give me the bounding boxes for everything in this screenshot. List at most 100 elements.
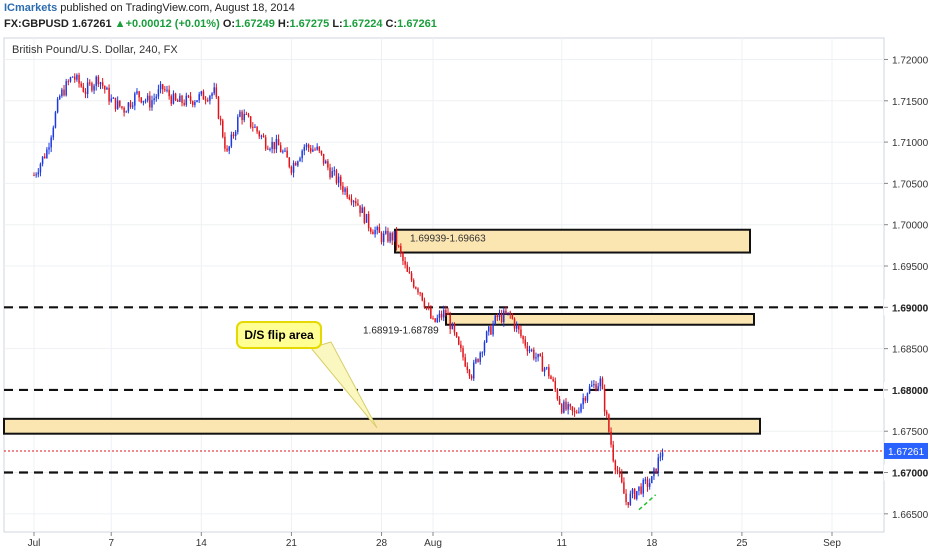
candle-body [522, 336, 524, 340]
plot-frame [3, 37, 885, 533]
candle-body [226, 148, 228, 151]
candle-body [230, 134, 233, 147]
candle-body [196, 100, 198, 103]
candle-body [425, 307, 428, 309]
supply-demand-zones: 1.69939-1.69663 1.68919-1.68789 [3, 228, 761, 435]
candle-body [438, 313, 441, 318]
candle-body [80, 83, 82, 87]
candle-body [590, 385, 593, 387]
y-tick-label: 1.68500 [892, 345, 929, 356]
candle-body [172, 93, 175, 104]
candle-body [410, 273, 413, 281]
candle-body [181, 95, 183, 104]
candle-body [254, 126, 256, 128]
candle-body [241, 111, 243, 120]
candle-body [593, 384, 595, 386]
y-tick-label: 1.70500 [892, 179, 929, 190]
candle-body [312, 149, 314, 152]
candle-body [621, 472, 623, 483]
time-axis[interactable]: Jul 7 14 21 28 Aug 11 18 25 Sep [28, 532, 842, 549]
candle-body [273, 141, 276, 150]
candle-body [198, 94, 200, 101]
candle-body [166, 89, 168, 91]
high-value: 1.67275 [289, 18, 330, 30]
candle-body [455, 332, 458, 337]
candle-body [603, 389, 606, 412]
candle-body [400, 246, 402, 253]
candle-body [41, 156, 44, 164]
candle-body [307, 144, 310, 149]
candle-body [211, 93, 213, 96]
candle-body [442, 310, 445, 318]
candle-body [651, 476, 653, 484]
candle-body [352, 201, 355, 203]
y-tick-label: 1.71000 [892, 138, 929, 149]
candle-body [601, 378, 604, 390]
quote-line: FX:GBPUSD 1.67261 ▲+0.00012 (+0.01%) O:1… [4, 18, 437, 30]
candle-body [511, 314, 514, 319]
candle-body [224, 136, 226, 149]
candle-body [653, 468, 655, 477]
candle-body [355, 201, 357, 204]
candle-body [588, 386, 591, 394]
candle-body [138, 91, 140, 98]
candle-body [563, 401, 565, 413]
candle-body [483, 342, 486, 353]
last-price-tag [884, 442, 928, 459]
y-tick-label: 1.67000 [892, 469, 929, 480]
high-label: H: [277, 18, 290, 30]
candle-body [97, 76, 100, 85]
candle-body [110, 98, 112, 102]
candle-body [616, 469, 619, 472]
candle-body [376, 227, 378, 231]
candle-body [219, 118, 222, 121]
candle-body [140, 97, 143, 103]
candle-body [582, 397, 584, 405]
candle-body [194, 102, 196, 105]
candle-body [644, 479, 647, 481]
candle-body [275, 138, 278, 150]
publisher-name[interactable]: ICmarkets [4, 2, 58, 14]
candle-body [370, 228, 372, 232]
candle-body [174, 93, 177, 101]
candle-body [155, 96, 158, 99]
candle-body [54, 112, 57, 128]
candle-body [346, 188, 348, 198]
candle-body [134, 93, 136, 106]
candle-body [565, 401, 567, 410]
candle-body [344, 188, 346, 192]
candle-body [67, 81, 70, 83]
candle-body [301, 150, 303, 159]
candle-body [492, 323, 494, 335]
candle-body [575, 412, 578, 414]
candle-body [548, 367, 550, 377]
candle-body [614, 460, 617, 470]
candle-body [659, 456, 662, 458]
candle-body [327, 161, 329, 168]
candle-body [537, 353, 539, 358]
candle-body [258, 131, 260, 137]
candle-body [470, 375, 473, 379]
candle-body [200, 91, 203, 95]
candle-body [488, 326, 490, 332]
candle-body [481, 352, 484, 354]
chart-background [0, 34, 932, 550]
chart-header: ICmarkets published on TradingView.com, … [0, 0, 932, 34]
candle-body [556, 389, 559, 399]
candle-body [417, 288, 419, 293]
candle-body [342, 185, 344, 192]
candle-body [119, 100, 121, 107]
y-tick-label: 1.66500 [892, 510, 929, 521]
price-axis[interactable]: 1.72000 1.71500 1.71000 1.70500 1.70000 1.695… [884, 55, 929, 521]
candle-body [303, 146, 306, 151]
candle-body [625, 493, 627, 502]
candle-body [451, 323, 454, 330]
candle-body [65, 81, 67, 96]
candle-body [267, 148, 269, 150]
candle-body [58, 96, 61, 100]
candle-body [144, 100, 147, 102]
candle-body [445, 310, 447, 313]
candle-body [573, 411, 576, 413]
candle-body [46, 149, 48, 158]
